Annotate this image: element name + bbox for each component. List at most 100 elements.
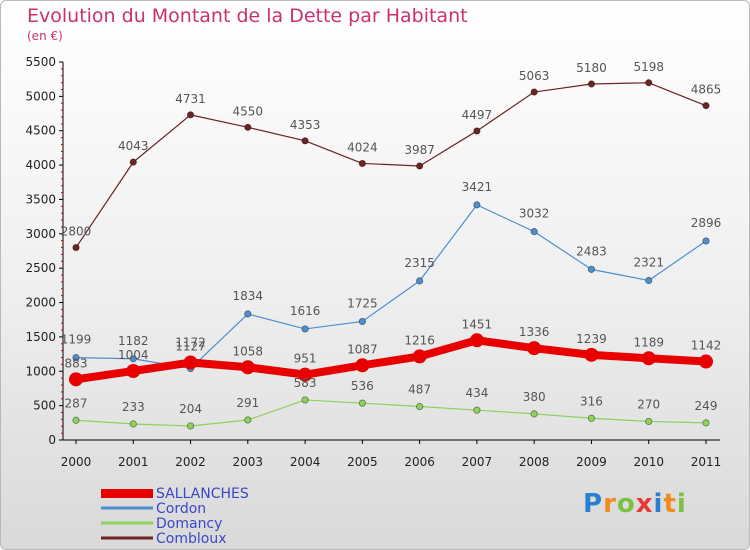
data-point-domancy bbox=[72, 416, 80, 424]
data-label-cordon: 1182 bbox=[118, 334, 149, 348]
logo-letter: r bbox=[603, 489, 617, 519]
legend-swatch-combloux bbox=[101, 536, 153, 540]
proxiti-logo: Proxiti bbox=[583, 489, 687, 519]
data-point-domancy bbox=[587, 414, 596, 422]
y-tick-label: 0 bbox=[48, 433, 56, 447]
data-label-sallanches: 1087 bbox=[347, 342, 378, 356]
data-point-cordon bbox=[358, 317, 366, 326]
data-point-domancy bbox=[645, 417, 653, 426]
legend-label-combloux: Combloux bbox=[156, 531, 226, 547]
data-label-domancy: 583 bbox=[294, 376, 317, 390]
data-label-combloux: 4353 bbox=[290, 118, 321, 132]
data-label-cordon: 3032 bbox=[519, 207, 550, 221]
data-point-cordon bbox=[702, 237, 710, 245]
data-point-cordon bbox=[72, 353, 80, 362]
data-label-cordon: 1199 bbox=[61, 333, 92, 347]
data-point-combloux bbox=[301, 137, 309, 145]
data-point-cordon bbox=[645, 276, 653, 285]
x-tick-label: 2011 bbox=[691, 455, 722, 469]
data-point-domancy bbox=[129, 420, 137, 428]
data-point-domancy bbox=[186, 422, 195, 430]
data-point-domancy bbox=[358, 399, 366, 407]
data-label-combloux: 2800 bbox=[61, 225, 92, 239]
data-label-domancy: 291 bbox=[236, 396, 259, 410]
logo-letter: x bbox=[635, 489, 654, 519]
data-label-sallanches: 1239 bbox=[576, 332, 607, 346]
y-tick-label: 500 bbox=[33, 399, 56, 413]
legend-swatch-sallanches bbox=[101, 489, 153, 498]
data-label-combloux: 4865 bbox=[691, 83, 722, 97]
data-point-combloux bbox=[129, 158, 137, 166]
y-tick-label: 3500 bbox=[25, 192, 56, 206]
data-point-combloux bbox=[473, 127, 481, 135]
data-label-sallanches: 1336 bbox=[519, 325, 550, 339]
data-point-cordon bbox=[244, 310, 252, 318]
data-label-domancy: 204 bbox=[179, 402, 202, 416]
y-tick-label: 5500 bbox=[25, 55, 56, 69]
data-point-combloux bbox=[416, 162, 424, 170]
data-label-combloux: 4497 bbox=[462, 108, 493, 122]
data-point-domancy bbox=[416, 402, 424, 411]
data-point-combloux bbox=[702, 102, 710, 110]
data-label-sallanches: 1189 bbox=[633, 335, 664, 349]
x-tick-label: 2007 bbox=[462, 455, 493, 469]
data-label-combloux: 3987 bbox=[404, 143, 435, 157]
logo-letter: i bbox=[653, 489, 664, 519]
data-label-domancy: 487 bbox=[408, 383, 431, 397]
series-line-sallanches bbox=[75, 336, 707, 384]
legend-swatch-domancy bbox=[101, 521, 153, 525]
data-label-domancy: 233 bbox=[122, 400, 145, 414]
data-point-sallanches bbox=[126, 363, 141, 378]
data-point-cordon bbox=[416, 277, 424, 285]
logo-letter: P bbox=[583, 489, 604, 519]
series-line-combloux bbox=[75, 82, 707, 248]
data-point-cordon bbox=[530, 228, 538, 236]
y-tick-label: 2500 bbox=[25, 261, 56, 275]
data-point-cordon bbox=[587, 265, 596, 273]
data-label-combloux: 5063 bbox=[519, 69, 550, 83]
data-point-sallanches bbox=[355, 358, 370, 373]
data-point-cordon bbox=[301, 325, 309, 333]
data-label-cordon: 1616 bbox=[290, 304, 321, 318]
data-point-combloux bbox=[587, 80, 596, 88]
data-label-sallanches: 951 bbox=[294, 352, 317, 366]
data-label-combloux: 4550 bbox=[233, 104, 264, 118]
data-label-cordon: 1172 bbox=[175, 335, 206, 349]
data-label-sallanches: 1004 bbox=[118, 348, 149, 362]
data-label-domancy: 434 bbox=[465, 386, 488, 400]
y-tick-label: 1000 bbox=[25, 364, 56, 378]
data-label-sallanches: 1451 bbox=[462, 317, 493, 331]
series-line-cordon bbox=[75, 204, 707, 370]
x-tick-label: 2008 bbox=[519, 455, 550, 469]
data-point-sallanches bbox=[584, 347, 599, 362]
x-tick-label: 2004 bbox=[290, 455, 321, 469]
data-point-sallanches bbox=[527, 341, 542, 356]
data-point-sallanches bbox=[183, 355, 198, 370]
x-tick-label: 2003 bbox=[233, 455, 264, 469]
data-label-combloux: 5198 bbox=[633, 60, 664, 74]
data-point-combloux bbox=[72, 243, 80, 252]
data-point-cordon bbox=[473, 201, 481, 209]
data-label-sallanches: 1216 bbox=[404, 333, 435, 347]
data-label-domancy: 270 bbox=[637, 397, 660, 411]
data-label-sallanches: 1142 bbox=[691, 339, 722, 353]
data-point-sallanches bbox=[469, 333, 484, 348]
data-label-cordon: 2896 bbox=[691, 216, 722, 230]
logo-letter: o bbox=[616, 489, 636, 519]
data-label-cordon: 2321 bbox=[633, 255, 664, 269]
data-label-combloux: 4043 bbox=[118, 139, 149, 153]
data-label-domancy: 380 bbox=[523, 390, 546, 404]
legend-swatch-cordon bbox=[101, 506, 153, 510]
legend-label-domancy: Domancy bbox=[156, 516, 222, 532]
x-tick-label: 2001 bbox=[118, 455, 149, 469]
data-point-domancy bbox=[301, 396, 309, 404]
data-label-domancy: 316 bbox=[580, 394, 603, 408]
x-tick-label: 2002 bbox=[175, 455, 206, 469]
y-tick-label: 5000 bbox=[25, 89, 56, 103]
y-tick-label: 1500 bbox=[25, 330, 56, 344]
y-tick-label: 2000 bbox=[25, 296, 56, 310]
data-point-combloux bbox=[244, 123, 252, 131]
data-point-sallanches bbox=[240, 360, 255, 375]
